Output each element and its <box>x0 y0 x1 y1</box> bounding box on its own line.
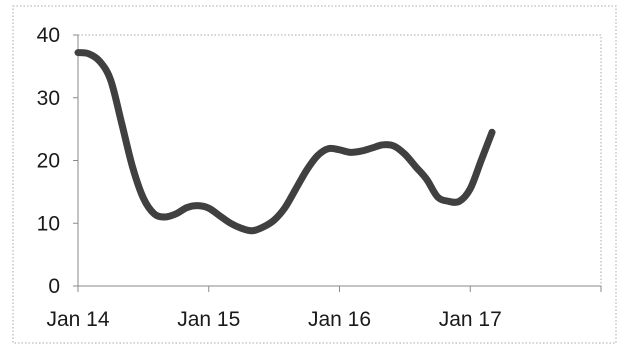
y-tick-label: 10 <box>37 212 60 235</box>
x-tick-label: Jan 15 <box>177 308 240 331</box>
x-tick-label: Jan 16 <box>308 308 371 331</box>
y-tick-label: 30 <box>37 87 60 110</box>
y-tick-label: 20 <box>37 150 60 173</box>
y-tick-label: 40 <box>37 24 60 47</box>
x-tick-label: Jan 14 <box>46 308 109 331</box>
y-tick-label: 0 <box>48 275 60 298</box>
chart-frame <box>12 5 617 344</box>
plot-area-frame <box>77 34 602 287</box>
x-tick-label: Jan 17 <box>439 308 502 331</box>
series-line <box>74 49 496 235</box>
